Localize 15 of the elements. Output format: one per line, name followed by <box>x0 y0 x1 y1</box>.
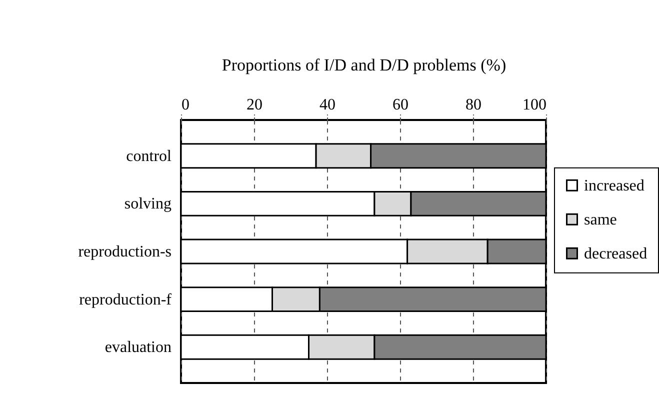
legend-label: increased <box>584 177 644 194</box>
legend-label: same <box>584 211 617 228</box>
y-tick-label: solving <box>124 196 172 213</box>
legend-label: decreased <box>584 245 648 262</box>
x-tick-label: 60 <box>392 96 408 114</box>
x-tick-label: 40 <box>320 96 336 114</box>
y-tick-label: reproduction-s <box>78 244 172 260</box>
x-tick-label: 20 <box>246 96 262 114</box>
y-tick-label: reproduction-f <box>79 291 172 308</box>
y-tick-label: evaluation <box>104 339 172 356</box>
x-tick-label: 0 <box>182 96 190 114</box>
y-tick-label: control <box>126 148 172 165</box>
x-axis-title: Proportions of I/D and D/D problems (%) <box>222 56 506 74</box>
x-tick-label: 100 <box>522 96 546 114</box>
x-tick-label: 80 <box>466 96 482 114</box>
